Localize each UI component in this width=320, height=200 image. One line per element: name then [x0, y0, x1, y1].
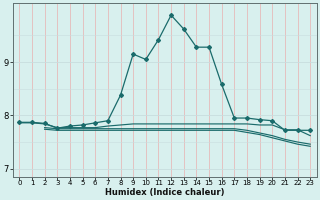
X-axis label: Humidex (Indice chaleur): Humidex (Indice chaleur): [105, 188, 225, 197]
